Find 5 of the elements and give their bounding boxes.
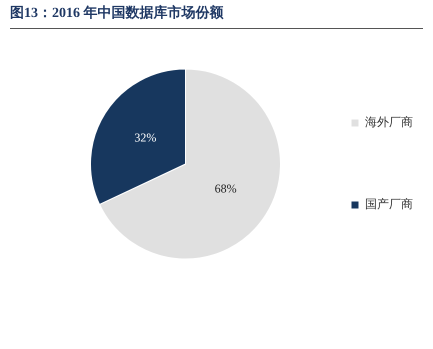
legend-label: 国产厂商 [365,197,413,212]
data-label: 68% [214,182,237,196]
legend-label: 海外厂商 [365,115,413,130]
chart-title: 图13：2016 年中国数据库市场份额 [10,4,423,29]
data-label: 32% [134,130,156,145]
